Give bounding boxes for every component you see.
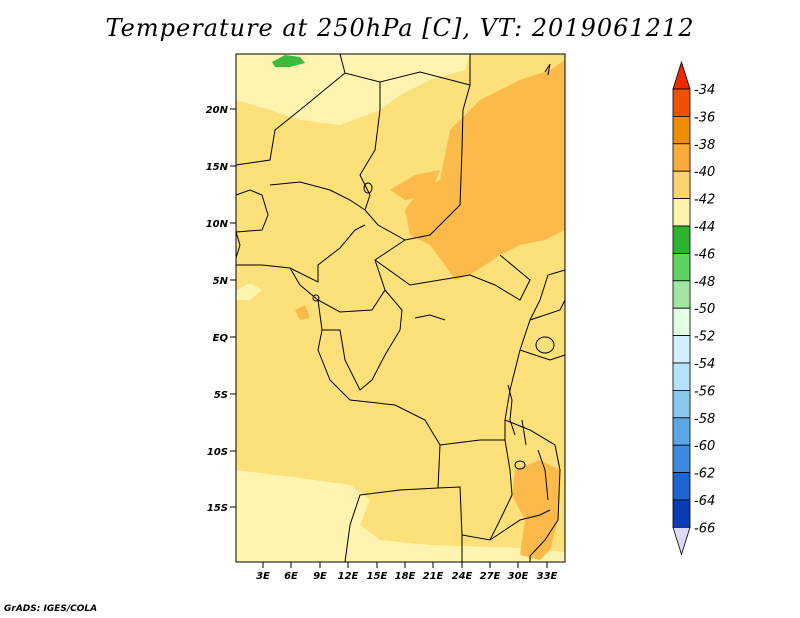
colorbar-swatch	[672, 362, 691, 391]
colorbar-label: -62	[694, 467, 715, 482]
lat-label: 15N	[206, 162, 229, 173]
colorbar-swatch	[672, 116, 691, 145]
colorbar-label: -36	[694, 110, 715, 125]
lat-axis	[230, 108, 236, 508]
colorbar-arrow-bottom	[672, 527, 691, 556]
lakes	[312, 182, 555, 501]
lon-label: 6E	[284, 571, 298, 582]
map-frame	[235, 53, 566, 563]
colorbar-label: -64	[694, 494, 715, 509]
cold-spot	[272, 55, 305, 67]
lat-label: 15S	[207, 503, 228, 514]
lon-label: 18E	[395, 571, 416, 582]
colorbar-swatch	[672, 472, 691, 501]
colorbar-label: -58	[694, 412, 715, 427]
colorbar-swatch	[672, 225, 691, 254]
lat-label: 10N	[206, 219, 229, 230]
colorbar-label: -44	[694, 220, 715, 235]
colorbar-label: -54	[694, 357, 715, 372]
lat-label: 20N	[206, 105, 229, 116]
grads-credit: GrADS: IGES/COLA	[4, 604, 98, 614]
lon-label: 30E	[508, 571, 529, 582]
colorbar-label: -46	[694, 247, 715, 262]
colorbar-swatch	[672, 389, 691, 419]
colorbar-label: -52	[694, 330, 715, 345]
colorbar-swatch	[672, 499, 691, 528]
lat-label: EQ	[213, 333, 229, 344]
colorbar: -34 -36 -38 -40 -42 -44 -46 -48 -50 -52 -54 -56 -58 -…	[672, 60, 715, 556]
colorbar-swatch	[672, 335, 691, 364]
lon-label: 9E	[313, 571, 327, 582]
colorbar-swatch	[672, 252, 691, 282]
colorbar-swatch	[672, 143, 691, 172]
lat-label: 5N	[213, 276, 229, 287]
lon-label: 33E	[537, 571, 558, 582]
cool-regions	[236, 54, 565, 562]
colorbar-label: -40	[694, 165, 715, 180]
colorbar-swatch	[672, 198, 691, 227]
lat-label: 10S	[207, 447, 228, 458]
lon-label: 15E	[367, 571, 388, 582]
colorbar-swatch	[672, 88, 691, 117]
lon-label: 27E	[480, 571, 501, 582]
chart-title: Temperature at 250hPa [C], VT: 201906121…	[105, 14, 695, 42]
lon-label: 24E	[452, 571, 473, 582]
colorbar-label: -34	[694, 83, 715, 98]
colorbar-label: -60	[694, 439, 715, 454]
lon-label: 21E	[423, 571, 444, 582]
lon-label: 12E	[338, 571, 359, 582]
lat-label: 5S	[214, 390, 228, 401]
colorbar-label: -48	[694, 275, 715, 290]
colorbar-label: -38	[694, 138, 715, 153]
colorbar-swatch	[672, 280, 691, 309]
colorbar-swatch	[672, 417, 691, 446]
colorbar-swatch	[672, 307, 691, 337]
boundaries	[235, 53, 566, 563]
colorbar-label: -66	[694, 521, 715, 536]
colorbar-label: -56	[694, 384, 715, 399]
colorbar-label: -50	[694, 302, 715, 317]
lon-label: 3E	[256, 571, 270, 582]
lon-axis	[262, 562, 548, 568]
colorbar-swatch	[672, 170, 691, 199]
colorbar-label: -42	[694, 193, 715, 208]
colorbar-swatch	[672, 444, 691, 474]
colorbar-arrow-top	[672, 60, 691, 90]
